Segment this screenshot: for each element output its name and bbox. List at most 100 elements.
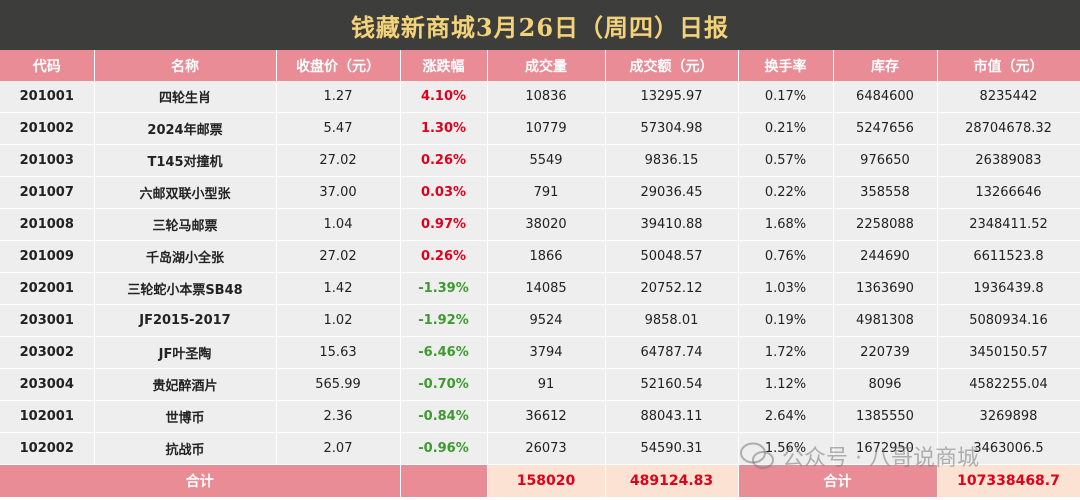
cell-mcap: 6611523.8 <box>937 240 1080 273</box>
cell-turnover: 1.12% <box>738 368 834 401</box>
cell-turnover: 0.17% <box>738 81 834 113</box>
cell-volume: 26073 <box>487 432 606 465</box>
cell-close: 15.63 <box>276 336 401 369</box>
cell-mcap: 4582255.04 <box>937 368 1080 401</box>
total-label-mcap: 合计 <box>738 464 938 497</box>
cell-change: -6.46% <box>400 336 488 369</box>
cell-mcap: 3269898 <box>937 400 1080 433</box>
cell-code: 201008 <box>0 208 95 241</box>
cell-close: 2.07 <box>276 432 401 465</box>
cell-close: 27.02 <box>276 240 401 273</box>
table-row: 203001 JF2015-2017 1.02 -1.92% 9524 9858.01 0.… <box>0 304 1080 337</box>
total-label: 合计 <box>0 464 401 497</box>
cell-name: 贵妃醉酒片 <box>94 368 277 401</box>
cell-close: 1.02 <box>276 304 401 337</box>
cell-volume: 38020 <box>487 208 606 241</box>
cell-turnover: 0.19% <box>738 304 834 337</box>
table-row: 102002 抗战币 2.07 -0.96% 26073 54590.31 1.56% 167… <box>0 432 1080 465</box>
cell-volume: 9524 <box>487 304 606 337</box>
total-amount: 489124.83 <box>605 464 739 497</box>
cell-close: 2.36 <box>276 400 401 433</box>
cell-turnover: 2.64% <box>738 400 834 433</box>
cell-code: 202001 <box>0 272 95 305</box>
cell-mcap: 1936439.8 <box>937 272 1080 305</box>
cell-name: 抗战币 <box>94 432 277 465</box>
table-row: 203002 JF叶圣陶 15.63 -6.46% 3794 64787.74 1.72% 2… <box>0 336 1080 369</box>
cell-change: -1.39% <box>400 272 488 305</box>
table-row: 201002 2024年邮票 5.47 1.30% 10779 57304.98 0.21%… <box>0 112 1080 145</box>
cell-mcap: 3450150.57 <box>937 336 1080 369</box>
cell-amount: 64787.74 <box>605 336 739 369</box>
cell-volume: 3794 <box>487 336 606 369</box>
table-row: 201009 千岛湖小全张 27.02 0.26% 1866 50048.57 0.76% 2… <box>0 240 1080 273</box>
cell-stock: 220739 <box>833 336 938 369</box>
header-change: 涨跌幅 <box>400 50 488 81</box>
cell-code: 201009 <box>0 240 95 273</box>
cell-turnover: 0.76% <box>738 240 834 273</box>
cell-close: 5.47 <box>276 112 401 145</box>
header-turnover: 换手率 <box>738 50 834 81</box>
cell-close: 1.42 <box>276 272 401 305</box>
cell-change: -1.92% <box>400 304 488 337</box>
cell-name: T145对撞机 <box>94 144 277 177</box>
cell-turnover: 0.57% <box>738 144 834 177</box>
cell-code: 201001 <box>0 81 95 113</box>
table-row: 201007 六邮双联小型张 37.00 0.03% 791 29036.45 0.22% 3… <box>0 176 1080 209</box>
cell-turnover: 0.22% <box>738 176 834 209</box>
header-mcap: 市值（元） <box>937 50 1080 81</box>
cell-close: 37.00 <box>276 176 401 209</box>
cell-stock: 1363690 <box>833 272 938 305</box>
report-title: 钱藏新商城3月26日（周四）日报 <box>350 12 730 42</box>
cell-name: 2024年邮票 <box>94 112 277 145</box>
cell-change: 0.26% <box>400 144 488 177</box>
cell-stock: 244690 <box>833 240 938 273</box>
cell-mcap: 28704678.32 <box>937 112 1080 145</box>
cell-stock: 1385550 <box>833 400 938 433</box>
cell-close: 565.99 <box>276 368 401 401</box>
cell-name: JF叶圣陶 <box>94 336 277 369</box>
cell-turnover: 1.03% <box>738 272 834 305</box>
cell-change: -0.70% <box>400 368 488 401</box>
table-row: 201008 三轮马邮票 1.04 0.97% 38020 39410.88 1.68% 22… <box>0 208 1080 241</box>
cell-change: 0.03% <box>400 176 488 209</box>
cell-change: 0.97% <box>400 208 488 241</box>
header-name: 名称 <box>94 50 277 81</box>
cell-amount: 57304.98 <box>605 112 739 145</box>
cell-change: -0.96% <box>400 432 488 465</box>
cell-change: 1.30% <box>400 112 488 145</box>
cell-turnover: 1.56% <box>738 432 834 465</box>
cell-mcap: 8235442 <box>937 81 1080 113</box>
cell-mcap: 26389083 <box>937 144 1080 177</box>
cell-volume: 36612 <box>487 400 606 433</box>
cell-stock: 4981308 <box>833 304 938 337</box>
cell-amount: 54590.31 <box>605 432 739 465</box>
header-code: 代码 <box>0 50 95 81</box>
cell-code: 203002 <box>0 336 95 369</box>
cell-code: 102001 <box>0 400 95 433</box>
cell-name: 四轮生肖 <box>94 81 277 113</box>
cell-mcap: 3463006.5 <box>937 432 1080 465</box>
cell-volume: 10779 <box>487 112 606 145</box>
cell-name: 三轮蛇小本票SB48 <box>94 272 277 305</box>
header-amount: 成交额（元） <box>605 50 739 81</box>
cell-change: -0.84% <box>400 400 488 433</box>
table-row: 102001 世博币 2.36 -0.84% 36612 88043.11 2.64% 138… <box>0 400 1080 433</box>
total-mcap: 107338468.7 <box>937 464 1080 497</box>
cell-amount: 50048.57 <box>605 240 739 273</box>
cell-amount: 39410.88 <box>605 208 739 241</box>
cell-amount: 52160.54 <box>605 368 739 401</box>
cell-name: 世博币 <box>94 400 277 433</box>
total-blank <box>400 464 488 497</box>
cell-volume: 10836 <box>487 81 606 113</box>
cell-name: 千岛湖小全张 <box>94 240 277 273</box>
table-row: 201003 T145对撞机 27.02 0.26% 5549 9836.15 0.57% 9… <box>0 144 1080 177</box>
header-close: 收盘价（元） <box>276 50 401 81</box>
cell-code: 203001 <box>0 304 95 337</box>
cell-mcap: 5080934.16 <box>937 304 1080 337</box>
cell-code: 203004 <box>0 368 95 401</box>
cell-stock: 1672950 <box>833 432 938 465</box>
cell-stock: 5247656 <box>833 112 938 145</box>
cell-volume: 14085 <box>487 272 606 305</box>
cell-volume: 1866 <box>487 240 606 273</box>
cell-code: 201003 <box>0 144 95 177</box>
